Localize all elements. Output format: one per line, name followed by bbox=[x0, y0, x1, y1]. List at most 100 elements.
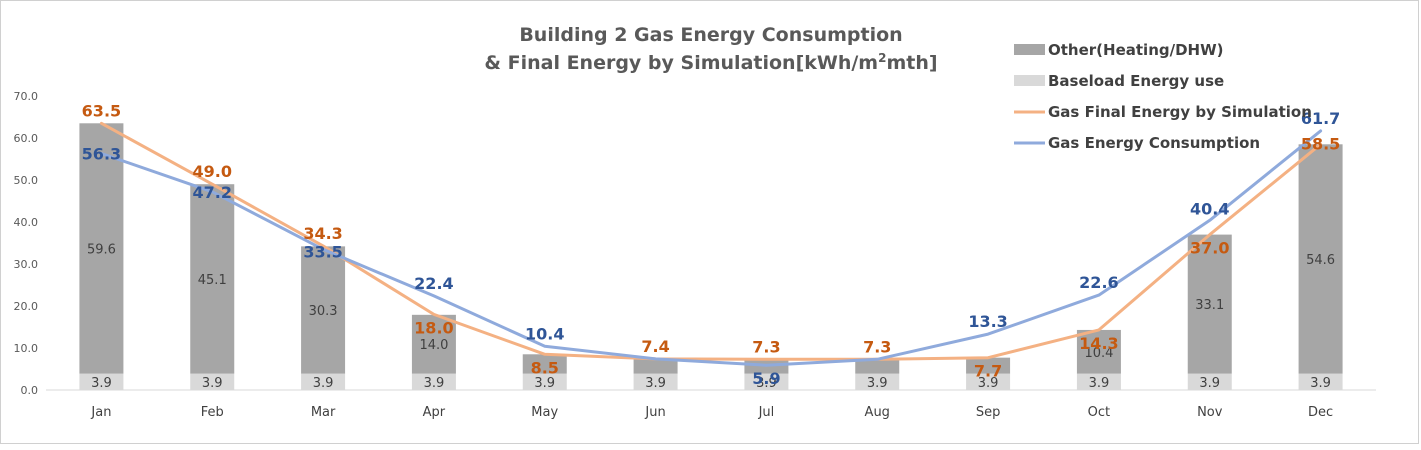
x-tick-label: Mar bbox=[311, 405, 336, 420]
line-simulation bbox=[99, 121, 1323, 361]
bar-series bbox=[79, 123, 1343, 390]
y-tick-label: 10.0 bbox=[14, 342, 39, 355]
label-simulation: 58.5 bbox=[1301, 134, 1340, 153]
bar-other bbox=[79, 123, 124, 374]
label-simulation: 7.7 bbox=[974, 362, 1002, 381]
bar-baseload bbox=[633, 373, 678, 390]
y-tick-label: 50.0 bbox=[14, 174, 39, 187]
y-tick-label: 70.0 bbox=[14, 90, 39, 103]
bar-other bbox=[522, 354, 567, 374]
x-tick-label: Jan bbox=[90, 405, 111, 420]
bar-other bbox=[1298, 144, 1343, 374]
chart-title-line1: Building 2 Gas Energy Consumption bbox=[519, 24, 902, 46]
bar-baseload bbox=[1187, 373, 1232, 390]
bar-other bbox=[633, 358, 678, 374]
label-baseload: 3.9 bbox=[756, 376, 777, 391]
label-simulation: 7.3 bbox=[752, 337, 780, 356]
bar-baseload bbox=[79, 373, 124, 390]
chart-title-line2-end: mth] bbox=[886, 52, 937, 74]
bar-baseload bbox=[522, 373, 567, 390]
data-labels: 3.9 59.6 3.9 45.1 3.9 30.3 3.9 14.0 3.9 3.9 3.9 3.9… bbox=[82, 101, 1341, 391]
bar-baseload bbox=[301, 373, 346, 390]
label-other: 10.4 bbox=[1084, 346, 1113, 361]
legend-item-baseload-swatch bbox=[1014, 75, 1045, 86]
label-other: 54.6 bbox=[1306, 253, 1335, 268]
x-tick-label: Dec bbox=[1308, 405, 1333, 420]
x-tick-label: May bbox=[531, 405, 558, 420]
legend-item-gas-consumption-label: Gas Energy Consumption bbox=[1048, 134, 1260, 152]
label-simulation: 34.3 bbox=[303, 224, 342, 243]
label-other: 45.1 bbox=[198, 273, 227, 288]
bar-baseload bbox=[855, 373, 900, 390]
bar-other bbox=[1187, 234, 1232, 374]
legend-item-baseload: Baseload Energy use bbox=[1014, 72, 1224, 90]
label-gas-consumption: 40.4 bbox=[1190, 199, 1229, 218]
bar-baseload bbox=[190, 373, 235, 390]
label-baseload: 3.9 bbox=[202, 376, 223, 391]
bar-other bbox=[966, 357, 1011, 374]
x-tick-label: Jul bbox=[758, 405, 775, 420]
bar-other bbox=[301, 246, 346, 374]
label-other: 59.6 bbox=[87, 242, 116, 257]
label-gas-consumption: 5.9 bbox=[752, 369, 780, 388]
bar-other bbox=[190, 184, 235, 374]
label-simulation: 7.3 bbox=[863, 337, 891, 356]
x-tick-label: Jun bbox=[644, 405, 665, 420]
x-axis: Jan Feb Mar Apr May Jun Jul Aug Sep Oct Nov Dec bbox=[46, 389, 1376, 420]
y-tick-label: 30.0 bbox=[14, 258, 39, 271]
bar-other bbox=[1076, 329, 1121, 374]
x-tick-label: Feb bbox=[201, 405, 224, 420]
label-gas-consumption: 22.4 bbox=[414, 274, 453, 293]
line-series bbox=[99, 121, 1323, 367]
label-simulation: 14.3 bbox=[1079, 334, 1118, 353]
label-simulation: 18.0 bbox=[414, 318, 453, 337]
label-baseload: 3.9 bbox=[424, 376, 445, 391]
y-axis: 0.0 10.0 20.0 30.0 40.0 50.0 60.0 70.0 bbox=[14, 90, 39, 397]
chart-title-superscript: 2 bbox=[878, 51, 886, 65]
x-tick-label: Apr bbox=[423, 405, 446, 420]
label-simulation: 49.0 bbox=[193, 162, 232, 181]
label-gas-consumption: 61.7 bbox=[1301, 109, 1340, 128]
label-baseload: 3.9 bbox=[1199, 376, 1220, 391]
label-simulation: 63.5 bbox=[82, 101, 121, 120]
legend-item-baseload-label: Baseload Energy use bbox=[1048, 72, 1224, 90]
bar-baseload bbox=[966, 373, 1011, 390]
bar-baseload bbox=[744, 373, 789, 390]
label-other: 33.1 bbox=[1195, 298, 1224, 313]
label-gas-consumption: 13.3 bbox=[968, 312, 1007, 331]
legend: Other(Heating/DHW) Baseload Energy use Gas… bbox=[1014, 41, 1312, 152]
label-gas-consumption: 33.5 bbox=[303, 242, 342, 261]
label-simulation: 7.4 bbox=[641, 337, 669, 356]
bar-other bbox=[855, 359, 900, 374]
x-tick-label: Nov bbox=[1197, 405, 1223, 420]
label-simulation: 8.5 bbox=[531, 358, 559, 377]
label-baseload: 3.9 bbox=[645, 376, 666, 391]
y-tick-label: 60.0 bbox=[14, 132, 39, 145]
y-tick-label: 40.0 bbox=[14, 216, 39, 229]
label-gas-consumption: 10.4 bbox=[525, 324, 564, 343]
x-tick-label: Sep bbox=[976, 405, 1001, 420]
x-tick-label: Oct bbox=[1088, 405, 1110, 420]
bar-baseload bbox=[1076, 373, 1121, 390]
legend-item-other: Other(Heating/DHW) bbox=[1014, 41, 1224, 59]
label-baseload: 3.9 bbox=[534, 376, 555, 391]
label-baseload: 3.9 bbox=[91, 376, 112, 391]
label-other: 30.3 bbox=[309, 304, 338, 319]
label-baseload: 3.9 bbox=[313, 376, 334, 391]
legend-item-gas-consumption: Gas Energy Consumption bbox=[1014, 134, 1260, 152]
label-baseload: 3.9 bbox=[978, 376, 999, 391]
label-baseload: 3.9 bbox=[867, 376, 888, 391]
line-gas-consumption bbox=[99, 129, 1323, 367]
label-gas-consumption: 47.2 bbox=[193, 183, 232, 202]
bar-baseload bbox=[1298, 373, 1343, 390]
label-gas-consumption: 56.3 bbox=[82, 145, 121, 164]
bar-baseload bbox=[411, 373, 456, 390]
y-tick-label: 20.0 bbox=[14, 300, 39, 313]
legend-item-simulation: Gas Final Energy by Simulation bbox=[1014, 103, 1312, 121]
bar-other bbox=[411, 314, 456, 374]
legend-item-simulation-label: Gas Final Energy by Simulation bbox=[1048, 103, 1312, 121]
label-gas-consumption: 22.6 bbox=[1079, 273, 1118, 292]
label-baseload: 3.9 bbox=[1089, 376, 1110, 391]
